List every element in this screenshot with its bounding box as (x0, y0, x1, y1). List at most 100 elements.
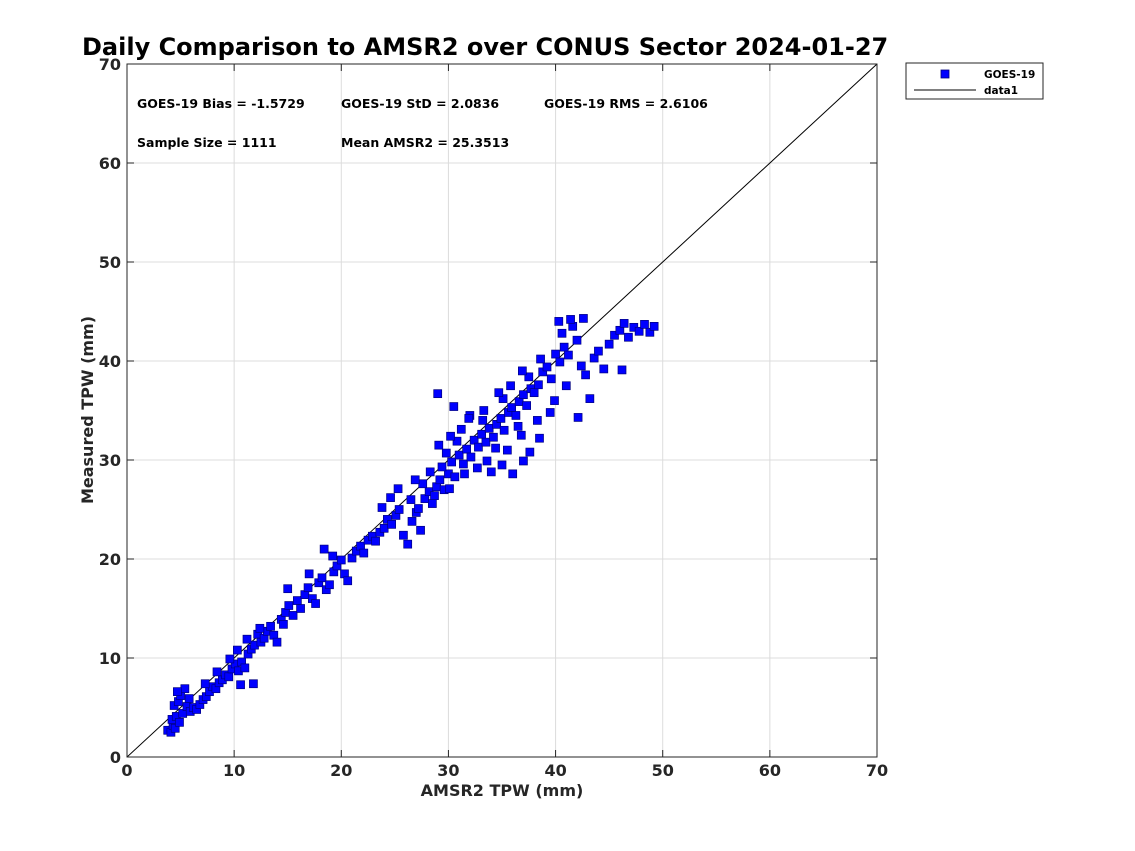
data-point (559, 342, 569, 352)
x-tick-label: 10 (223, 761, 245, 780)
data-point (610, 330, 619, 340)
data-point (604, 339, 614, 349)
data-point (466, 452, 476, 462)
data-point (459, 459, 468, 469)
data-point (496, 414, 506, 423)
data-point (200, 679, 210, 689)
data-point (649, 322, 659, 331)
data-point (511, 411, 521, 420)
data-point (407, 517, 417, 526)
data-point (617, 365, 627, 375)
y-axis-label: Measured TPW (mm) (78, 316, 97, 504)
data-point (479, 406, 489, 415)
data-point (522, 401, 531, 410)
y-tick-label: 60 (99, 154, 121, 173)
data-point (371, 536, 380, 546)
data-point (450, 472, 460, 482)
data-point (482, 456, 492, 466)
data-point (428, 499, 437, 508)
data-point (284, 601, 294, 610)
data-point (486, 467, 496, 477)
data-point (418, 479, 428, 489)
data-point (288, 611, 298, 620)
legend-label-data1: data1 (984, 85, 1018, 97)
data-point (572, 335, 582, 345)
data-point (534, 380, 543, 390)
data-point (546, 374, 556, 384)
data-point (394, 505, 404, 514)
data-point (533, 416, 542, 425)
data-point (535, 433, 544, 443)
data-point (225, 654, 235, 664)
x-tick-label: 20 (330, 761, 352, 780)
data-point (343, 576, 353, 586)
data-point (249, 679, 258, 689)
data-point (518, 366, 527, 376)
stat-bias: GOES-19 Bias = -1.5729 (137, 96, 305, 111)
stat-rms: GOES-19 RMS = 2.6106 (544, 96, 708, 111)
x-tick-label: 50 (652, 761, 674, 780)
data-point (481, 437, 491, 447)
data-point (576, 361, 586, 371)
data-point (640, 320, 649, 329)
data-point (491, 443, 500, 453)
data-point (433, 389, 443, 399)
data-point (516, 430, 526, 440)
data-point (184, 694, 194, 703)
data-point (386, 493, 395, 502)
data-point (619, 319, 629, 328)
data-point (283, 584, 293, 594)
data-point (561, 381, 571, 391)
data-point (555, 357, 565, 367)
data-point (441, 448, 451, 458)
data-point (325, 580, 334, 590)
data-point (445, 484, 454, 494)
data-point (319, 544, 329, 554)
data-point (414, 504, 423, 513)
data-point (293, 596, 302, 605)
y-tick-label: 40 (99, 352, 121, 371)
data-point (581, 370, 590, 380)
data-point (462, 444, 471, 454)
data-point (550, 396, 559, 405)
data-point (564, 350, 573, 360)
data-point (456, 424, 466, 434)
data-point (634, 326, 644, 336)
legend: GOES-19 data1 (905, 62, 1044, 100)
data-point (175, 717, 184, 727)
data-point (478, 416, 488, 425)
data-point (566, 315, 575, 324)
data-point (513, 421, 523, 431)
data-point (393, 484, 403, 494)
legend-marker-goes19 (940, 69, 950, 79)
data-point (379, 523, 389, 533)
data-point (542, 362, 552, 372)
data-point (494, 388, 504, 398)
data-point (529, 388, 539, 398)
stat-std: GOES-19 StD = 2.0836 (341, 96, 499, 111)
data-point (212, 667, 222, 677)
data-point (266, 621, 275, 631)
data-point (437, 462, 447, 472)
data-point (454, 450, 464, 460)
plot-frame (126, 63, 878, 758)
y-tick-label: 0 (110, 748, 121, 767)
data-point (446, 431, 455, 441)
data-point (557, 328, 567, 338)
data-point (452, 436, 462, 446)
x-tick-label: 30 (437, 761, 459, 780)
data-point (594, 346, 603, 356)
data-point (524, 372, 534, 382)
data-point (311, 599, 320, 608)
stat-sample-size: Sample Size = 1111 (137, 135, 277, 150)
data-point (240, 663, 250, 673)
data-point (387, 519, 396, 529)
y-tick-label: 20 (99, 550, 121, 569)
data-point (624, 332, 633, 342)
y-tick-label: 10 (99, 649, 121, 668)
data-point (296, 604, 305, 613)
data-point (554, 317, 564, 326)
data-point (328, 551, 338, 561)
legend-label-goes19: GOES-19 (984, 69, 1035, 81)
data-point (503, 445, 512, 455)
